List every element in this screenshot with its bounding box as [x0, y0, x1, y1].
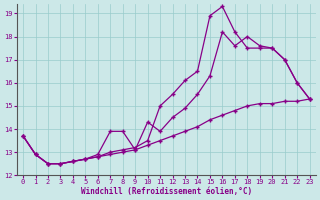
X-axis label: Windchill (Refroidissement éolien,°C): Windchill (Refroidissement éolien,°C) [81, 187, 252, 196]
